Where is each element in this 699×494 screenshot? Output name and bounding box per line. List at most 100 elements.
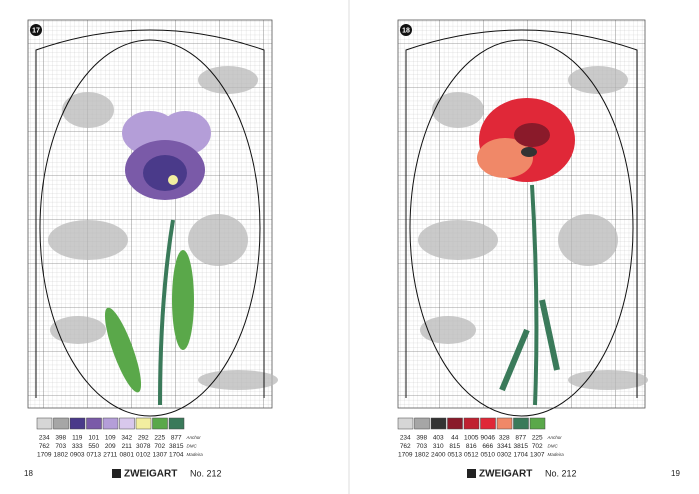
thread-swatch bbox=[513, 417, 529, 430]
thread-madeira: 1709 bbox=[37, 452, 52, 459]
thread-madeira: 1704 bbox=[169, 452, 184, 459]
thread-dmc: 3815 bbox=[169, 443, 184, 450]
issue-number: No. 212 bbox=[190, 468, 222, 478]
oval-outline bbox=[39, 39, 261, 417]
thread-swatch bbox=[135, 417, 152, 430]
gray-leaf bbox=[198, 370, 278, 390]
gray-leaf bbox=[558, 214, 618, 266]
brand-name: ZWEIGART bbox=[479, 469, 532, 480]
thread-anchor: 225 bbox=[154, 435, 165, 442]
thread-madeira: 0801 bbox=[120, 452, 135, 459]
thread-swatch bbox=[496, 417, 513, 430]
thread-anchor: 234 bbox=[400, 435, 411, 442]
thread-madeira: 1307 bbox=[153, 452, 168, 459]
thread-dmc: 703 bbox=[55, 443, 66, 450]
thread-madeira: 0512 bbox=[464, 452, 479, 459]
page-number: 19 bbox=[671, 469, 680, 478]
thread-swatch bbox=[102, 417, 119, 430]
thread-swatch bbox=[463, 417, 480, 430]
thread-dmc: 211 bbox=[122, 443, 133, 450]
thread-dmc: 666 bbox=[482, 443, 493, 450]
thread-anchor: 1005 bbox=[464, 435, 479, 442]
gray-leaf bbox=[418, 220, 498, 260]
thread-swatch bbox=[152, 417, 168, 430]
gray-leaf bbox=[568, 66, 628, 94]
stem bbox=[530, 184, 539, 406]
thread-swatch bbox=[119, 417, 135, 430]
thread-brand-label: DMC bbox=[548, 444, 559, 449]
thread-anchor: 109 bbox=[105, 435, 116, 442]
page-number: 18 bbox=[24, 469, 33, 478]
thread-swatch bbox=[86, 417, 102, 430]
thread-swatch bbox=[168, 417, 185, 430]
brand-logo bbox=[112, 469, 121, 478]
thread-dmc: 3815 bbox=[514, 443, 529, 450]
flower-eye bbox=[521, 147, 537, 157]
thread-dmc: 702 bbox=[154, 443, 165, 450]
thread-anchor: 234 bbox=[39, 435, 50, 442]
thread-anchor: 403 bbox=[433, 435, 444, 442]
thread-dmc: 550 bbox=[88, 443, 99, 450]
thread-madeira: 0513 bbox=[448, 452, 463, 459]
thread-dmc: 702 bbox=[532, 443, 543, 450]
petal-dark bbox=[143, 155, 187, 191]
thread-swatch bbox=[53, 417, 69, 430]
petal-light bbox=[477, 138, 533, 178]
thread-dmc: 762 bbox=[400, 443, 411, 450]
thread-madeira: 1307 bbox=[530, 452, 545, 459]
issue-number: No. 212 bbox=[545, 468, 577, 478]
thread-anchor: 398 bbox=[55, 435, 66, 442]
thread-anchor: 398 bbox=[416, 435, 427, 442]
gray-leaf bbox=[50, 316, 106, 344]
thread-dmc: 816 bbox=[466, 443, 477, 450]
thread-madeira: 1704 bbox=[514, 452, 529, 459]
thread-madeira: 1709 bbox=[398, 452, 413, 459]
thread-brand-label: Anchor bbox=[186, 435, 202, 440]
thread-anchor: 44 bbox=[451, 435, 459, 442]
thread-dmc: 815 bbox=[449, 443, 460, 450]
gray-leaf bbox=[48, 220, 128, 260]
thread-anchor: 342 bbox=[121, 435, 132, 442]
leaf bbox=[104, 307, 142, 393]
thread-swatch bbox=[69, 417, 86, 430]
thread-madeira: 0102 bbox=[136, 452, 151, 459]
thread-dmc: 762 bbox=[39, 443, 50, 450]
thread-madeira: 0510 bbox=[481, 452, 496, 459]
thread-swatch bbox=[36, 417, 53, 430]
thread-swatch bbox=[447, 417, 463, 430]
arch-outline bbox=[405, 29, 638, 398]
thread-madeira: 2400 bbox=[431, 452, 446, 459]
thread-swatch bbox=[480, 417, 496, 430]
thread-madeira: 1802 bbox=[415, 452, 430, 459]
gray-leaf bbox=[188, 214, 248, 266]
thread-dmc: 310 bbox=[433, 443, 444, 450]
arch-outline bbox=[35, 29, 265, 398]
thread-brand-label: Madeira bbox=[548, 452, 565, 457]
thread-swatch bbox=[430, 417, 447, 430]
thread-madeira: 1802 bbox=[54, 452, 69, 459]
thread-anchor: 328 bbox=[499, 435, 510, 442]
flower-eye bbox=[168, 175, 178, 185]
thread-madeira: 0903 bbox=[70, 452, 85, 459]
gray-leaf bbox=[62, 92, 114, 128]
thread-dmc: 333 bbox=[72, 443, 83, 450]
thread-dmc: 209 bbox=[105, 443, 116, 450]
thread-swatch bbox=[397, 417, 414, 430]
chart-number-badge bbox=[400, 24, 412, 36]
chart-number: 17 bbox=[32, 27, 40, 34]
thread-madeira: 2711 bbox=[103, 452, 117, 459]
thread-anchor: 101 bbox=[88, 435, 99, 442]
leaf bbox=[172, 250, 194, 350]
petal-dark bbox=[514, 123, 550, 147]
chart-number-badge bbox=[30, 24, 42, 36]
brand-name: ZWEIGART bbox=[124, 469, 177, 480]
thread-dmc: 3078 bbox=[136, 443, 151, 450]
gray-leaf bbox=[420, 316, 476, 344]
thread-anchor: 877 bbox=[171, 435, 182, 442]
brand-logo bbox=[467, 469, 476, 478]
thread-dmc: 703 bbox=[416, 443, 427, 450]
stem bbox=[158, 219, 175, 406]
thread-dmc: 3341 bbox=[497, 443, 512, 450]
thread-swatch bbox=[529, 417, 546, 430]
